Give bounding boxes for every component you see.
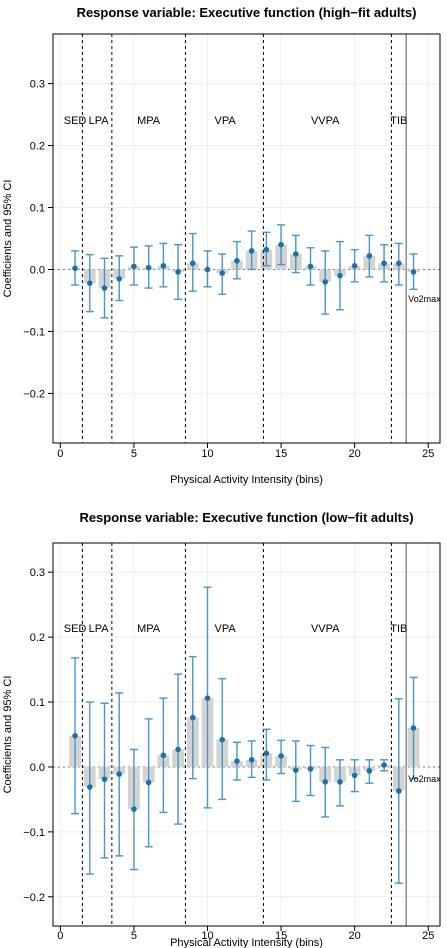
y-tick-label: 0.0 — [30, 264, 45, 276]
y-tick-label: 0.0 — [30, 762, 45, 774]
y-tick-label: 0.3 — [30, 79, 45, 91]
point-15 — [278, 241, 284, 248]
point-6 — [145, 264, 152, 271]
point-19 — [337, 272, 343, 279]
region-label-vvpa: VVPA — [311, 623, 340, 635]
y-tick-label: −0.1 — [23, 326, 45, 338]
point-11 — [219, 270, 226, 277]
point-4 — [116, 771, 123, 777]
x-tick-label: 5 — [131, 930, 137, 942]
point-14 — [263, 750, 270, 757]
point-7 — [160, 752, 167, 759]
point-21 — [366, 768, 373, 774]
point-7 — [160, 262, 167, 269]
y-tick-label: 0.2 — [30, 141, 45, 153]
x-axis-label: Physical Activity Intensity (bins) — [170, 474, 323, 486]
point-10 — [204, 695, 211, 701]
region-label-sed: SED — [64, 115, 87, 127]
point-22 — [381, 260, 387, 267]
point-17 — [307, 766, 314, 772]
point-18 — [322, 279, 329, 285]
region-label-vvpa: VVPA — [311, 115, 340, 127]
point-3 — [101, 285, 108, 291]
x-tick-label: 5 — [131, 448, 137, 460]
plot-frame — [52, 542, 441, 927]
point-23 — [395, 260, 402, 267]
x-tick-label: 0 — [57, 930, 63, 942]
point-5 — [131, 263, 137, 270]
point-15 — [278, 753, 284, 759]
point-20 — [351, 772, 358, 779]
x-tick-label: 20 — [349, 930, 361, 942]
plot-frame — [52, 33, 441, 444]
point-17 — [307, 263, 314, 270]
point-24 — [410, 269, 417, 275]
point-16 — [292, 251, 299, 257]
point-1 — [72, 732, 78, 739]
y-tick-label: 0.1 — [30, 697, 45, 709]
y-tick-label: −0.2 — [23, 892, 45, 904]
point-21 — [366, 253, 373, 259]
y-tick-label: −0.2 — [23, 388, 45, 400]
region-label-vpa: VPA — [215, 623, 237, 635]
x-tick-label: 10 — [201, 930, 213, 942]
vo2max-label: Vo2max — [408, 294, 441, 304]
x-tick-label: 20 — [349, 448, 361, 460]
y-tick-label: −0.1 — [23, 827, 45, 839]
region-label-mpa: MPA — [137, 623, 161, 635]
point-13 — [248, 248, 255, 254]
point-19 — [337, 779, 343, 785]
point-24 — [410, 725, 417, 731]
chart-panel-2: SED LPA MPA VPA VVPA TIB Vo2max −0.2 −0.1 0.0 0.1 0… — [2, 510, 441, 948]
point-8 — [175, 269, 181, 275]
region-label-mpa: MPA — [137, 115, 161, 127]
y-tick-label: 0.1 — [30, 203, 45, 215]
y-tick-label: 0.3 — [30, 567, 45, 579]
point-12 — [234, 758, 240, 764]
point-13 — [248, 757, 255, 763]
point-8 — [175, 746, 181, 753]
chart-panel-1: SED LPA MPA VPA VVPA TIB Vo2max −0.2 −0.1 0.0 0.1 0… — [2, 5, 441, 486]
x-axis-label: Physical Activity Intensity (bins) — [170, 937, 323, 948]
point-3 — [101, 776, 108, 783]
point-2 — [86, 784, 93, 790]
y-tick-label: 0.2 — [30, 632, 45, 644]
point-11 — [219, 736, 226, 743]
point-10 — [204, 266, 211, 273]
region-label-tib: TIB — [390, 623, 407, 635]
point-4 — [116, 275, 123, 282]
x-tick-label: 15 — [275, 448, 287, 460]
region-label-tib: TIB — [390, 115, 407, 127]
region-label-lpa: LPA — [89, 115, 110, 127]
x-tick-label: 15 — [275, 930, 287, 942]
point-22 — [381, 762, 387, 768]
point-1 — [72, 265, 78, 272]
x-tick-label: 25 — [422, 448, 434, 460]
point-20 — [351, 262, 358, 269]
y-axis-label: Coefficients and 95% CI — [2, 180, 14, 298]
point-6 — [145, 779, 152, 786]
region-label-vpa: VPA — [215, 115, 237, 127]
y-axis-label: Coefficients and 95% CI — [2, 676, 14, 794]
chart-title: Response variable: Executive function (h… — [77, 5, 417, 20]
point-18 — [322, 779, 329, 785]
point-9 — [189, 714, 196, 721]
point-9 — [189, 260, 196, 267]
x-tick-label: 0 — [57, 448, 63, 460]
region-label-sed: SED — [64, 623, 87, 635]
point-12 — [234, 258, 240, 264]
point-2 — [86, 280, 93, 286]
region-label-lpa: LPA — [89, 623, 110, 635]
chart-title: Response variable: Executive function (l… — [79, 510, 413, 525]
x-tick-label: 10 — [201, 448, 213, 460]
vo2max-label: Vo2max — [408, 774, 441, 784]
point-14 — [263, 246, 270, 253]
x-tick-label: 25 — [422, 930, 434, 942]
point-23 — [395, 788, 402, 794]
point-5 — [131, 806, 137, 812]
point-16 — [292, 767, 299, 774]
